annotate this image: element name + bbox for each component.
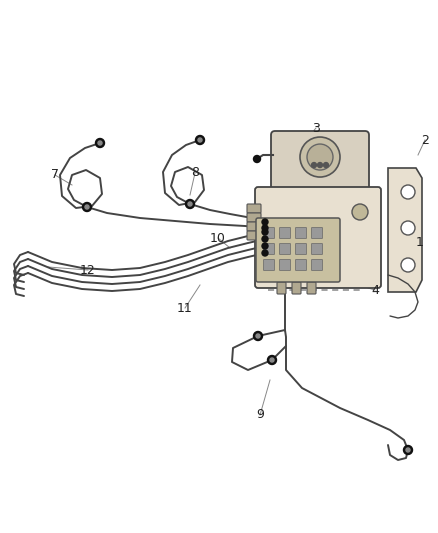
FancyBboxPatch shape <box>292 282 301 294</box>
Circle shape <box>262 250 268 256</box>
Circle shape <box>186 199 194 208</box>
Circle shape <box>352 204 368 220</box>
Text: 10: 10 <box>210 231 226 245</box>
Text: 11: 11 <box>177 302 193 314</box>
FancyBboxPatch shape <box>296 244 307 254</box>
Circle shape <box>406 448 410 452</box>
Text: 7: 7 <box>51 168 59 182</box>
FancyBboxPatch shape <box>279 244 290 254</box>
FancyBboxPatch shape <box>271 131 369 197</box>
Circle shape <box>403 446 413 455</box>
Circle shape <box>254 156 261 163</box>
Circle shape <box>256 334 260 338</box>
FancyBboxPatch shape <box>307 282 316 294</box>
FancyBboxPatch shape <box>296 260 307 271</box>
FancyBboxPatch shape <box>255 187 381 288</box>
FancyBboxPatch shape <box>256 218 340 282</box>
FancyBboxPatch shape <box>247 204 261 213</box>
Text: 4: 4 <box>371 284 379 296</box>
FancyBboxPatch shape <box>279 260 290 271</box>
Text: 8: 8 <box>191 166 199 180</box>
Circle shape <box>254 332 262 341</box>
FancyBboxPatch shape <box>296 228 307 238</box>
FancyBboxPatch shape <box>247 222 261 231</box>
Text: 3: 3 <box>312 122 320 134</box>
FancyBboxPatch shape <box>264 260 275 271</box>
Circle shape <box>198 138 202 142</box>
Circle shape <box>401 185 415 199</box>
FancyBboxPatch shape <box>311 244 322 254</box>
FancyBboxPatch shape <box>247 231 261 240</box>
FancyBboxPatch shape <box>247 213 261 222</box>
FancyBboxPatch shape <box>311 228 322 238</box>
Circle shape <box>401 258 415 272</box>
Circle shape <box>324 163 328 167</box>
Text: 1: 1 <box>416 236 424 248</box>
Circle shape <box>270 358 274 362</box>
Text: 12: 12 <box>80 263 96 277</box>
Circle shape <box>307 144 333 170</box>
FancyBboxPatch shape <box>264 244 275 254</box>
Circle shape <box>95 139 105 148</box>
Circle shape <box>98 141 102 145</box>
Text: 2: 2 <box>421 133 429 147</box>
Polygon shape <box>388 168 422 292</box>
Circle shape <box>300 137 340 177</box>
Circle shape <box>188 202 192 206</box>
Circle shape <box>195 135 205 144</box>
FancyBboxPatch shape <box>279 228 290 238</box>
FancyBboxPatch shape <box>277 282 286 294</box>
FancyBboxPatch shape <box>264 228 275 238</box>
Circle shape <box>268 356 276 365</box>
Circle shape <box>262 219 268 225</box>
Circle shape <box>401 221 415 235</box>
Circle shape <box>262 229 268 235</box>
Circle shape <box>262 236 268 242</box>
Circle shape <box>318 163 322 167</box>
Circle shape <box>262 243 268 249</box>
Circle shape <box>311 163 317 167</box>
FancyBboxPatch shape <box>311 260 322 271</box>
Circle shape <box>82 203 92 212</box>
Circle shape <box>85 205 89 209</box>
Circle shape <box>262 225 268 231</box>
Text: 9: 9 <box>256 408 264 422</box>
